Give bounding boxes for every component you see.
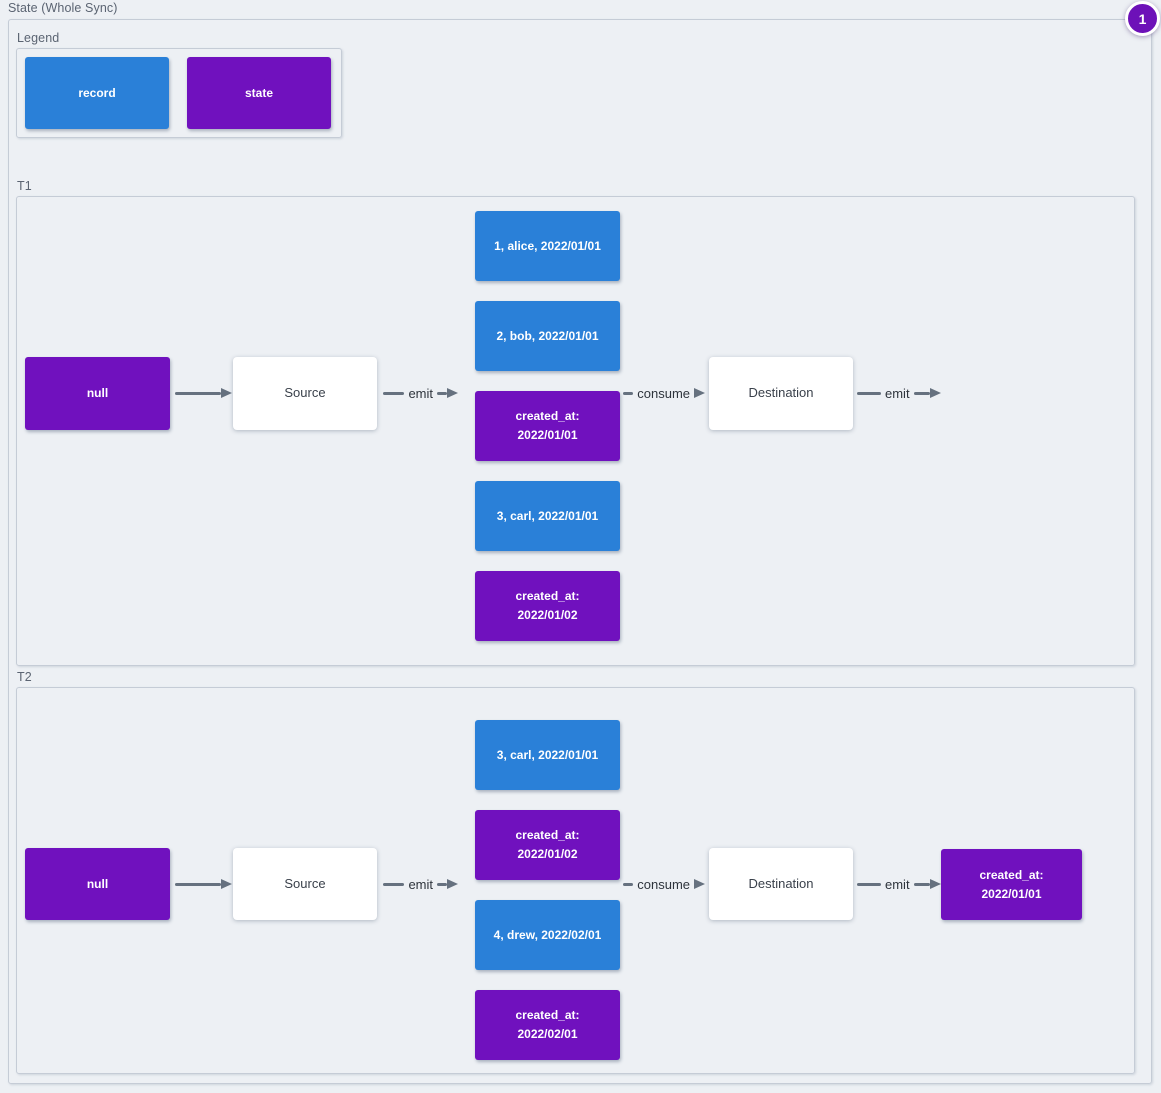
arrow-head-icon: [694, 388, 705, 398]
arrow-head-icon: [930, 388, 941, 398]
t1-record-node: 1, alice, 2022/01/01: [475, 211, 620, 281]
consume-label: consume: [637, 385, 690, 401]
legend-record-swatch: record: [25, 57, 169, 129]
arrow-head-icon: [447, 388, 458, 398]
outer-container-box: [8, 19, 1152, 1084]
arrow-line: [383, 391, 405, 395]
t2-destination-node: Destination: [709, 848, 853, 920]
emit-label: emit: [408, 385, 433, 401]
section-t2-box: [16, 687, 1135, 1074]
arrow-line: [623, 391, 634, 395]
arrow-line: [857, 882, 881, 886]
arrow-line: [437, 882, 447, 886]
t2-output-state-node: created_at: 2022/01/01: [941, 849, 1082, 920]
t1-consume-arrow: consume: [623, 384, 705, 402]
t1-emit-out-arrow: emit: [857, 384, 941, 402]
arrow-head-icon: [221, 388, 232, 398]
arrow-head-icon: [447, 879, 458, 889]
emit-label: emit: [408, 876, 433, 892]
arrow-line: [175, 391, 221, 395]
t2-state-node: created_at: 2022/02/01: [475, 990, 620, 1060]
t1-null-to-source-arrow: [175, 384, 232, 402]
arrow-head-icon: [930, 879, 941, 889]
section-t1-label: T1: [17, 179, 32, 193]
t2-record-node: 3, carl, 2022/01/01: [475, 720, 620, 790]
t2-emit-arrow: emit: [383, 875, 458, 893]
t2-state-node: created_at: 2022/01/02: [475, 810, 620, 880]
page-title: State (Whole Sync): [8, 1, 118, 15]
t1-state-node: created_at: 2022/01/02: [475, 571, 620, 641]
arrow-head-icon: [221, 879, 232, 889]
emit-label: emit: [885, 385, 910, 401]
t1-destination-node: Destination: [709, 357, 853, 430]
t1-emit-arrow: emit: [383, 384, 458, 402]
t2-null-node: null: [25, 848, 170, 920]
t1-source-node: Source: [233, 357, 377, 430]
t1-record-node: 2, bob, 2022/01/01: [475, 301, 620, 371]
t1-null-node: null: [25, 357, 170, 430]
legend-title: Legend: [17, 31, 60, 45]
t2-source-node: Source: [233, 848, 377, 920]
arrow-line: [623, 882, 634, 886]
arrow-line: [913, 882, 930, 886]
t2-emit-out-arrow: emit: [857, 875, 941, 893]
legend-state-label: state: [244, 85, 273, 100]
t2-consume-arrow: consume: [623, 875, 705, 893]
arrow-line: [175, 882, 221, 886]
step-badge[interactable]: 1: [1125, 1, 1160, 36]
arrow-line: [437, 391, 447, 395]
t2-record-node: 4, drew, 2022/02/01: [475, 900, 620, 970]
section-t1-box: [16, 196, 1135, 666]
t1-record-node: 3, carl, 2022/01/01: [475, 481, 620, 551]
legend-state-swatch: state: [187, 57, 331, 129]
legend-box: [16, 48, 342, 138]
t2-null-to-source-arrow: [175, 875, 232, 893]
consume-label: consume: [637, 876, 690, 892]
t1-state-node: created_at: 2022/01/01: [475, 391, 620, 461]
arrow-line: [857, 391, 881, 395]
emit-label: emit: [885, 876, 910, 892]
arrow-head-icon: [694, 879, 705, 889]
arrow-line: [383, 882, 405, 886]
arrow-line: [913, 391, 930, 395]
section-t2-label: T2: [17, 670, 32, 684]
legend-record-label: record: [78, 85, 116, 100]
